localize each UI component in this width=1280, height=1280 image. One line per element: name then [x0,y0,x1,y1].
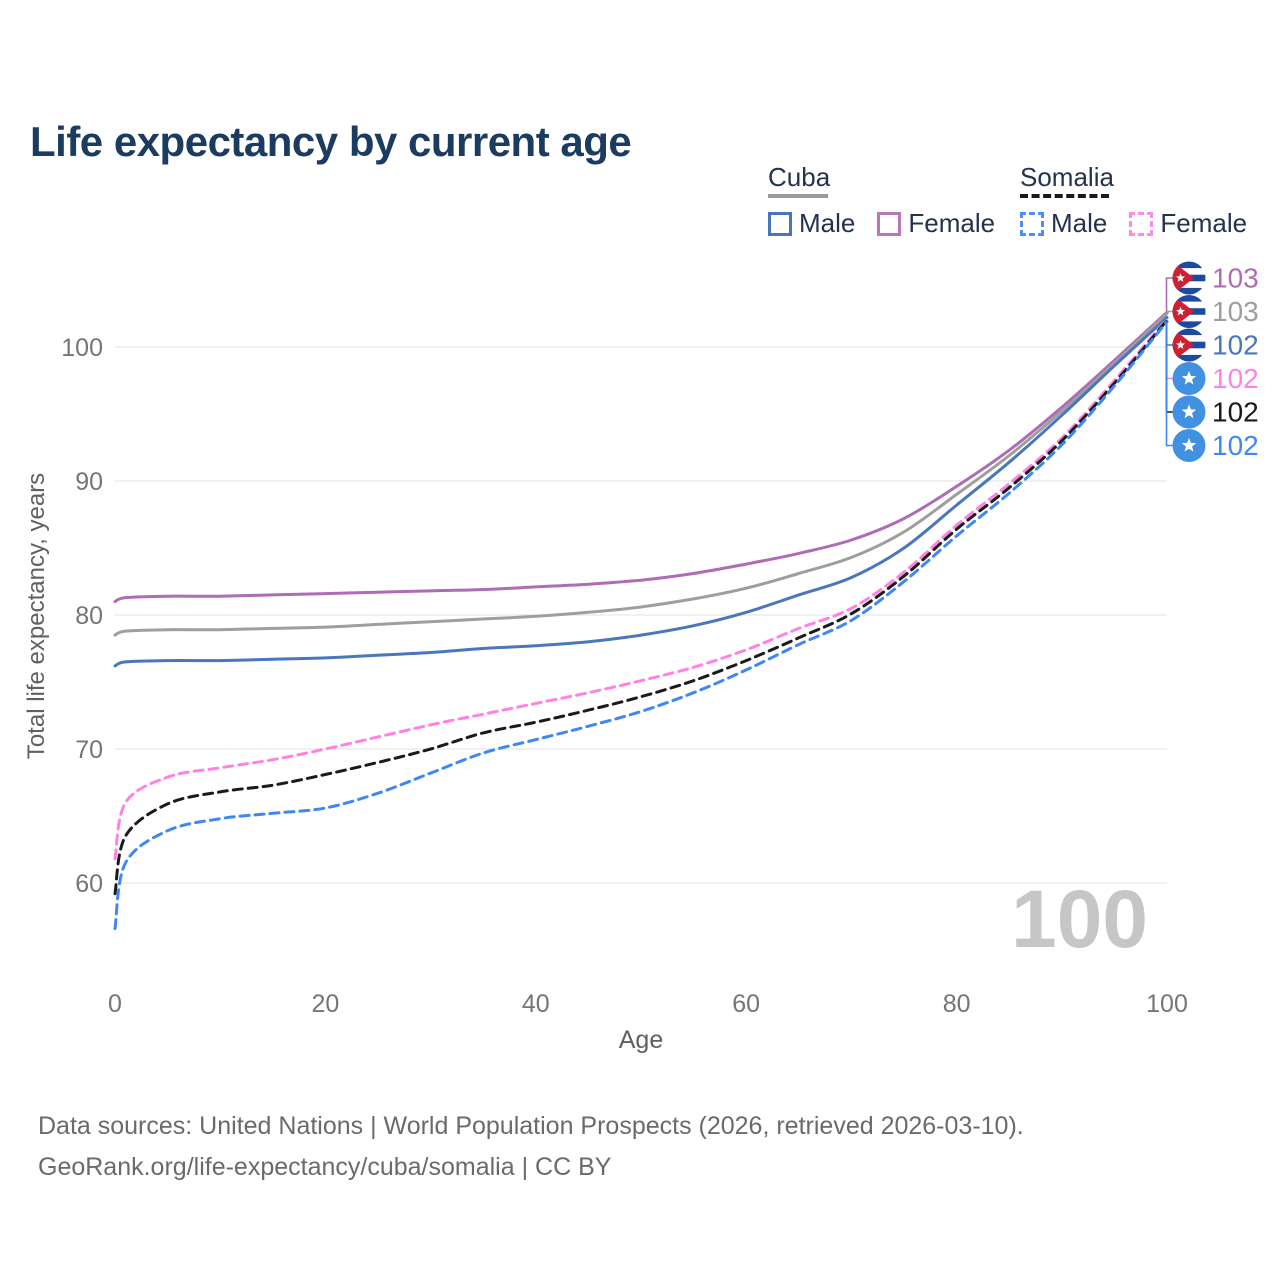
legend-group-cuba: Cuba Male Female [768,162,1017,239]
end-value-label: 103 [1212,263,1259,294]
series-line-cuba-female[interactable] [113,310,1169,604]
cuba-flag-icon [1172,295,1206,329]
end-label-connectors [1165,277,1173,447]
attribution-line: GeoRank.org/life-expectancy/cuba/somalia… [38,1153,612,1181]
x-axis-ticks: 0 20 40 60 80 100 [108,990,1188,1018]
legend-swatch-cuba-male[interactable] [768,211,792,236]
series-line-somalia-both-sexes[interactable] [113,318,1169,896]
end-label-row: 103 [1172,261,1259,295]
end-label-row: 102 [1172,429,1259,462]
legend-label-somalia-male[interactable]: Male [1051,208,1108,238]
footer: Data sources: United Nations | World Pop… [38,1106,1024,1188]
end-label-row: 102 [1172,362,1259,395]
end-value-label: 102 [1212,363,1259,394]
series-line-somalia-male[interactable] [113,320,1169,931]
y-axis-title: Total life expectancy, years [23,473,50,759]
cuba-line-swatch [768,194,828,198]
x-tick-label: 100 [1146,990,1188,1018]
legend-group-somalia: Somalia Male Female [1020,162,1269,239]
x-tick-label: 20 [311,990,339,1018]
x-tick-label: 60 [732,990,760,1018]
end-value-label: 102 [1212,397,1259,428]
y-tick-label: 70 [75,736,103,764]
y-tick-label: 100 [61,334,103,362]
connector [1165,277,1173,313]
end-label-row: 102 [1172,328,1259,362]
end-value-label: 102 [1212,430,1259,461]
age-watermark: 100 [1011,874,1148,965]
page-title: Life expectancy by current age [30,118,632,166]
x-axis-title: Age [619,1026,663,1054]
connector [1165,321,1173,447]
legend-country-cuba[interactable]: Cuba [768,162,831,192]
series-line-somalia-female[interactable] [113,317,1169,861]
end-label-row: 103 [1172,295,1259,329]
connector [1165,318,1173,380]
y-tick-label: 80 [75,602,103,630]
data-sources-line: Data sources: United Nations | World Pop… [38,1112,1024,1140]
gridlines [115,346,1167,884]
somalia-flag-icon [1172,362,1206,395]
legend-label-cuba-male[interactable]: Male [799,208,856,238]
y-tick-label: 60 [75,870,103,898]
series-line-cuba-both-sexes[interactable] [113,312,1169,637]
cuba-flag-icon [1172,328,1206,362]
x-tick-label: 0 [108,990,122,1018]
end-value-label: 102 [1212,330,1259,361]
legend-label-somalia-female[interactable]: Female [1160,208,1248,238]
series-lines [113,310,1169,931]
legend-swatch-cuba-female[interactable] [877,211,902,236]
x-tick-label: 80 [943,990,971,1018]
legend-label-cuba-female[interactable]: Female [908,208,996,238]
x-tick-label: 40 [522,990,550,1018]
y-axis-ticks: 60 70 80 90 100 [61,334,103,898]
end-value-label: 103 [1212,296,1259,327]
connector [1165,310,1173,314]
series-line-cuba-male[interactable] [113,316,1169,668]
somalia-line-swatch [1020,194,1109,198]
y-tick-label: 90 [75,468,103,496]
cuba-flag-icon [1172,261,1206,295]
somalia-flag-icon [1172,395,1206,429]
legend-swatch-somalia-male[interactable] [1020,211,1044,236]
connector [1165,320,1173,413]
somalia-flag-icon [1172,429,1206,462]
legend-swatch-somalia-female[interactable] [1129,211,1154,236]
end-label-row: 102 [1172,395,1259,429]
legend-country-somalia[interactable]: Somalia [1020,162,1114,192]
